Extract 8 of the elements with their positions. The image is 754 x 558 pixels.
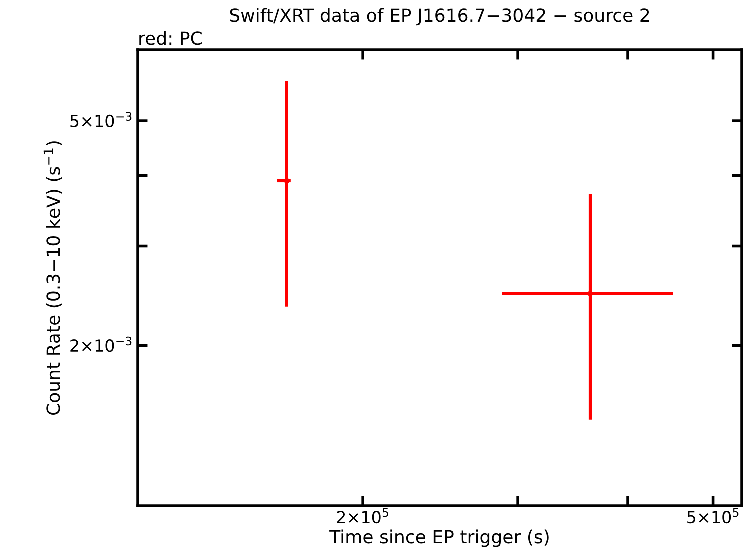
chart-title: Swift/XRT data of EP J1616.7−3042 − source 2 <box>230 8 650 26</box>
x-tick-label: 2×10$^{5}$ <box>337 508 388 524</box>
y-tick-label: 2×10$^{−3}$ <box>70 336 132 352</box>
x-axis-title: Time since EP trigger (s) <box>330 530 549 548</box>
text: red: PC <box>140 31 202 46</box>
y-tick-label: 5×10$^{−3}$ <box>70 112 132 128</box>
x-tick-label: 5×10$^{5}$ <box>688 508 739 524</box>
y-axis-title: Count Rate (0.3−10 keV) (s$^{−1}$) <box>44 142 62 416</box>
